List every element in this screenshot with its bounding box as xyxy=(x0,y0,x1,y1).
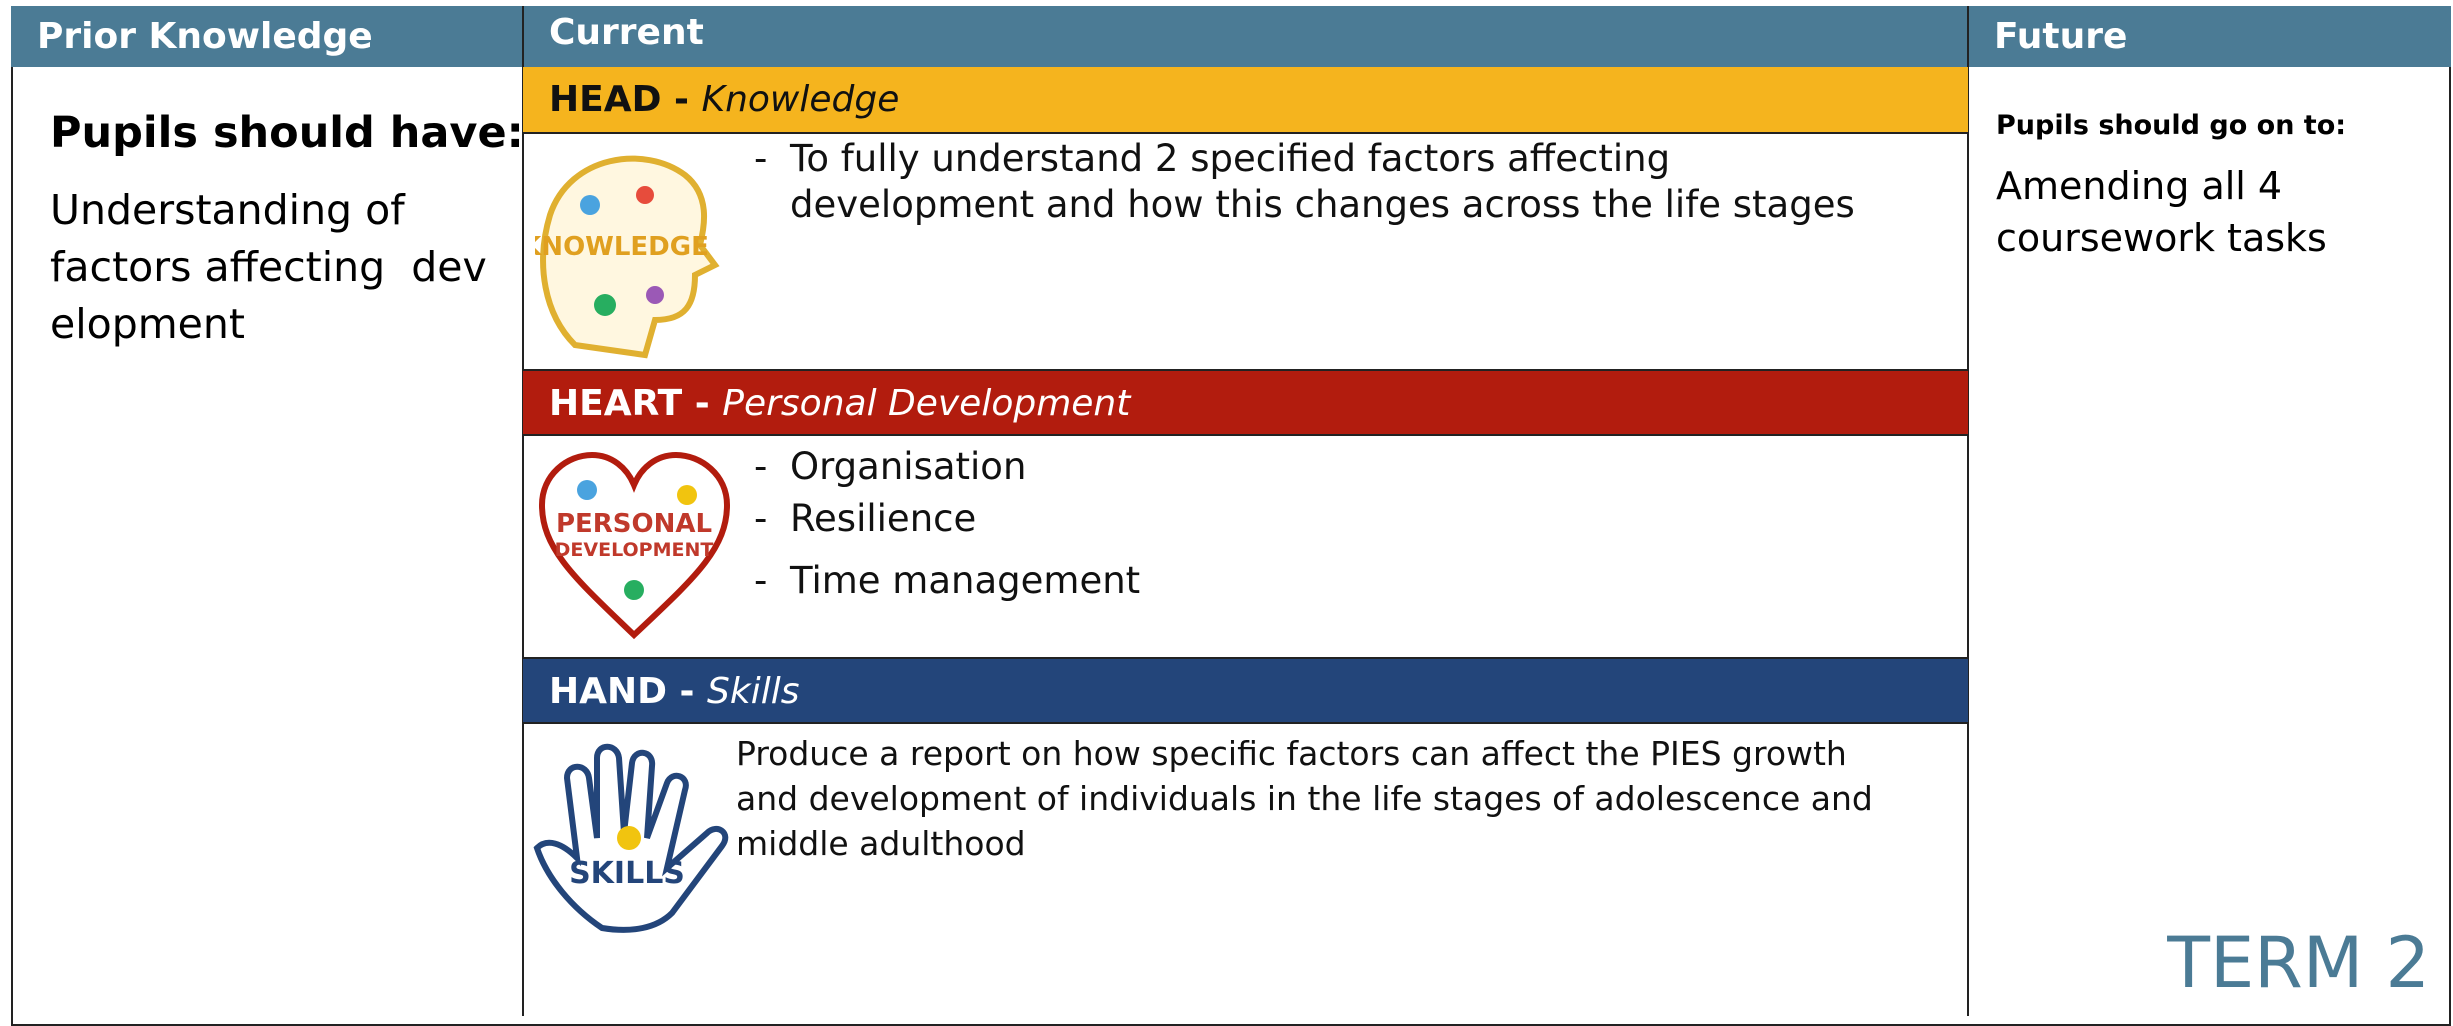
column-header: Prior Knowledge xyxy=(11,6,523,67)
svg-text:PERSONAL: PERSONAL xyxy=(556,509,712,539)
column-header: Future xyxy=(1968,6,2451,67)
prior-text: Understanding of factors affecting dev e… xyxy=(50,182,487,353)
svg-text:DEVELOPMENT: DEVELOPMENT xyxy=(555,539,714,561)
future-text: Amending all 4 coursework tasks xyxy=(1996,164,2327,260)
column-divider xyxy=(522,6,524,1016)
knowledge-icon: KNOWLEDGE xyxy=(535,155,720,359)
bullet: Organisation xyxy=(754,441,1904,493)
text-line: elopment xyxy=(50,300,245,348)
column-divider xyxy=(1967,6,1969,1016)
band-title: HEART - xyxy=(549,383,723,424)
head-band: HEAD - Knowledge xyxy=(523,67,1968,134)
hand-band: HAND - Skills xyxy=(523,657,1968,724)
future-heading: Pupils should go on to: xyxy=(1996,110,2347,141)
svg-text:SKILLS: SKILLS xyxy=(569,856,685,891)
bullet: To fully understand 2 specified factors … xyxy=(754,136,1904,228)
heart-band: HEART - Personal Development xyxy=(523,369,1968,436)
bullet: Time management xyxy=(754,555,1904,607)
hand-text: Produce a report on how specific factors… xyxy=(736,734,1873,863)
band-title: HAND - xyxy=(549,671,708,712)
column-header: Current xyxy=(523,6,1968,67)
heart-bullets: Organisation Resilience Time management xyxy=(754,441,1904,607)
band-subtitle: Skills xyxy=(707,671,800,712)
band-subtitle: Knowledge xyxy=(701,79,900,120)
text-line: factors affecting dev xyxy=(50,243,487,291)
hand-icon: SKILLS xyxy=(533,743,729,933)
head-bullets: To fully understand 2 specified factors … xyxy=(754,136,1904,228)
term-label: TERM 2 xyxy=(2167,922,2430,1004)
svg-text:KNOWLEDGE: KNOWLEDGE xyxy=(535,232,709,262)
band-subtitle: Personal Development xyxy=(722,383,1131,424)
text-line: Understanding of xyxy=(50,186,405,234)
prior-heading: Pupils should have: xyxy=(50,108,524,158)
band-title: HEAD - xyxy=(549,79,702,120)
bullet: Resilience xyxy=(754,493,1904,545)
